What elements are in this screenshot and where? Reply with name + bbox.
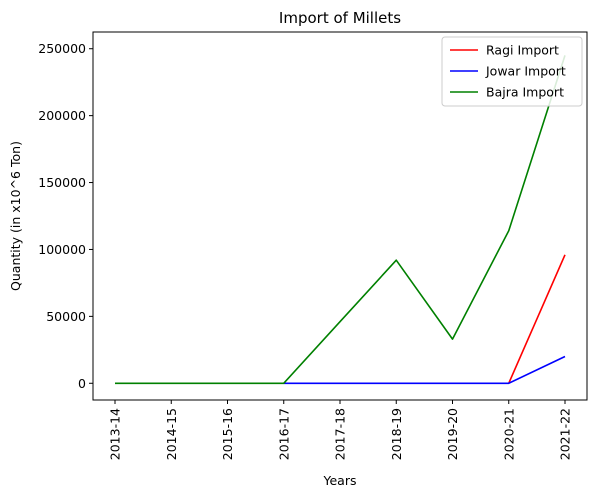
x-tick-label: 2019-20 bbox=[445, 408, 460, 460]
y-tick-label: 50000 bbox=[46, 309, 86, 324]
y-axis: 0 50000 100000 150000 200000 250000 bbox=[38, 41, 93, 391]
x-tick-label: 2021-22 bbox=[558, 408, 573, 460]
series-layer bbox=[115, 55, 566, 385]
legend-label: Ragi Import bbox=[486, 43, 559, 58]
chart-title: Import of Millets bbox=[279, 9, 401, 27]
x-tick-label: 2014-15 bbox=[164, 408, 179, 460]
series-line-bajra-import bbox=[115, 55, 566, 385]
y-axis-label: Quantity (in x10^6 Ton) bbox=[8, 141, 23, 291]
y-tick-label: 100000 bbox=[38, 242, 86, 257]
x-tick-label: 2013-14 bbox=[108, 408, 123, 460]
x-tick-label: 2016-17 bbox=[276, 408, 291, 460]
x-tick-label: 2020-21 bbox=[501, 408, 516, 460]
x-axis: 2013-14 2014-15 2015-16 2016-17 2017-18 2018-… bbox=[108, 400, 573, 460]
legend-box bbox=[441, 36, 583, 107]
legend: Ragi Import Jowar Import Bajra Import bbox=[441, 36, 583, 107]
legend-label: Jowar Import bbox=[485, 64, 566, 79]
x-tick-label: 2018-19 bbox=[389, 408, 404, 460]
x-axis-label: Years bbox=[323, 473, 357, 488]
y-tick-label: 200000 bbox=[38, 108, 86, 123]
x-tick-label: 2015-16 bbox=[220, 408, 235, 460]
series-line-ragi-import bbox=[508, 254, 566, 384]
series-line-jowar-import bbox=[283, 355, 566, 385]
y-tick-label: 250000 bbox=[38, 41, 86, 56]
y-tick-label: 0 bbox=[78, 376, 86, 391]
legend-label: Bajra Import bbox=[486, 85, 564, 100]
x-tick-label: 2017-18 bbox=[333, 408, 348, 460]
y-tick-label: 150000 bbox=[38, 175, 86, 190]
